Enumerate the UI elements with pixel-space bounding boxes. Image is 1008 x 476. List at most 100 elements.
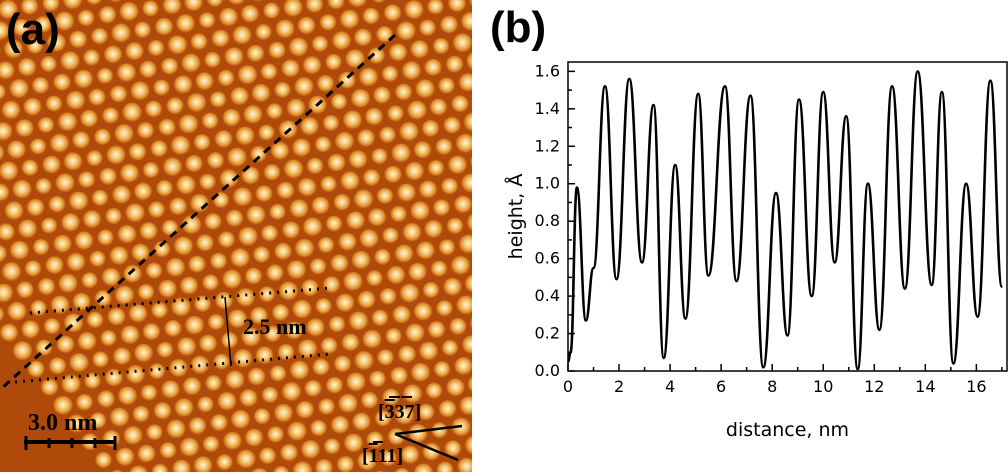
scale-bar-label: 3.0 nm (28, 410, 97, 436)
atom-bump (273, 242, 293, 262)
atom-bump (433, 361, 451, 379)
atom-bump (154, 17, 174, 37)
atom-bump (435, 138, 453, 157)
atom-bump (42, 0, 60, 13)
atom-bump (237, 65, 258, 86)
atom-bump (111, 469, 123, 472)
atom-bump (268, 203, 287, 221)
atom-bump (305, 0, 324, 14)
atom-bump (432, 37, 450, 56)
profile-data-point (707, 274, 710, 277)
atom-bump (217, 231, 236, 250)
atom-bump (316, 75, 335, 93)
atom-bump (460, 12, 472, 32)
atom-bump (91, 189, 109, 208)
atom-bump (389, 366, 409, 386)
x-tick-label: 16 (966, 377, 986, 396)
atom-bump (145, 424, 164, 442)
atom-bump (48, 195, 66, 214)
atom-bump (179, 276, 199, 296)
atom-bump (157, 118, 177, 137)
atom-bump (109, 407, 130, 428)
atom-bump (222, 108, 241, 128)
atom-bump (89, 412, 107, 430)
y-tick-label: 1.0 (535, 174, 560, 193)
atom-bump (277, 343, 295, 362)
atom-bump (175, 175, 197, 196)
atom-bump (260, 224, 279, 243)
atom-bump (184, 155, 204, 174)
atom-bump (14, 119, 35, 139)
atom-bump (362, 7, 380, 26)
atom-bump (294, 238, 315, 259)
profile-data-point (762, 366, 765, 369)
atom-bump (399, 283, 420, 304)
atom-bump (371, 0, 387, 5)
atom-bump (272, 466, 290, 472)
atom-bump (21, 159, 39, 178)
atom-bump (455, 133, 472, 155)
y-tick-label: 1.4 (535, 99, 560, 118)
atom-bump (291, 138, 312, 158)
atom-bump (240, 4, 260, 24)
atom-bump (409, 40, 430, 60)
atom-bump (0, 307, 5, 323)
atom-bump (266, 426, 285, 444)
atom-bump (426, 0, 445, 16)
atom-bump (153, 241, 171, 259)
x-axis-title: distance, nm (726, 419, 849, 441)
atom-bump (195, 234, 215, 253)
atom-bump (12, 18, 31, 38)
atom-bump (82, 210, 102, 230)
atom-bump (118, 2, 140, 23)
atom-bump (45, 95, 63, 113)
profile-data-point (833, 261, 836, 264)
atom-bump (229, 248, 251, 269)
profile-data-point (628, 78, 631, 80)
atom-bump (444, 440, 462, 458)
profile-data-point (916, 70, 919, 73)
atom-bump (209, 414, 229, 433)
atom-bump (73, 69, 94, 90)
atom-bump (395, 21, 417, 42)
atom-bump (75, 393, 94, 412)
atom-bump (183, 0, 204, 13)
atom-bump (175, 14, 196, 34)
atom-bump (163, 319, 183, 339)
atom-bump (209, 252, 228, 271)
atom-bump (402, 384, 423, 405)
atom-bump (12, 341, 33, 362)
atom-bump (421, 119, 440, 139)
atom-bump (232, 187, 253, 208)
atom-bump (162, 0, 182, 16)
atom-bump (388, 43, 408, 63)
atom-bump (211, 29, 230, 49)
atom-bump (353, 189, 374, 210)
profile-data-point (724, 85, 726, 88)
atom-bump (180, 53, 202, 74)
atom-bump (59, 51, 81, 72)
atom-bump (101, 267, 121, 288)
atom-bump (44, 256, 65, 276)
atom-bump (417, 403, 435, 422)
atom-bump (117, 386, 138, 407)
atom-bump (383, 165, 403, 185)
atom-bump (9, 240, 30, 261)
stm-image: 2.5 nm 3.0 nm [337] [111] (0, 0, 472, 472)
atom-bump (103, 45, 123, 65)
atom-bump (68, 191, 89, 212)
atom-bump (441, 339, 459, 357)
atom-bump (351, 250, 371, 271)
atom-bump (245, 205, 267, 226)
atom-bump (258, 286, 276, 304)
atom-bump (0, 323, 19, 343)
x-tick-label: 4 (665, 377, 675, 396)
atom-bump (450, 95, 470, 114)
atom-bump (133, 182, 153, 202)
atom-bump (407, 262, 428, 283)
atom-bump (337, 71, 357, 91)
atom-bump (348, 150, 368, 170)
atom-bump (463, 112, 472, 133)
atom-bump (357, 290, 376, 310)
atom-bump (381, 227, 400, 245)
